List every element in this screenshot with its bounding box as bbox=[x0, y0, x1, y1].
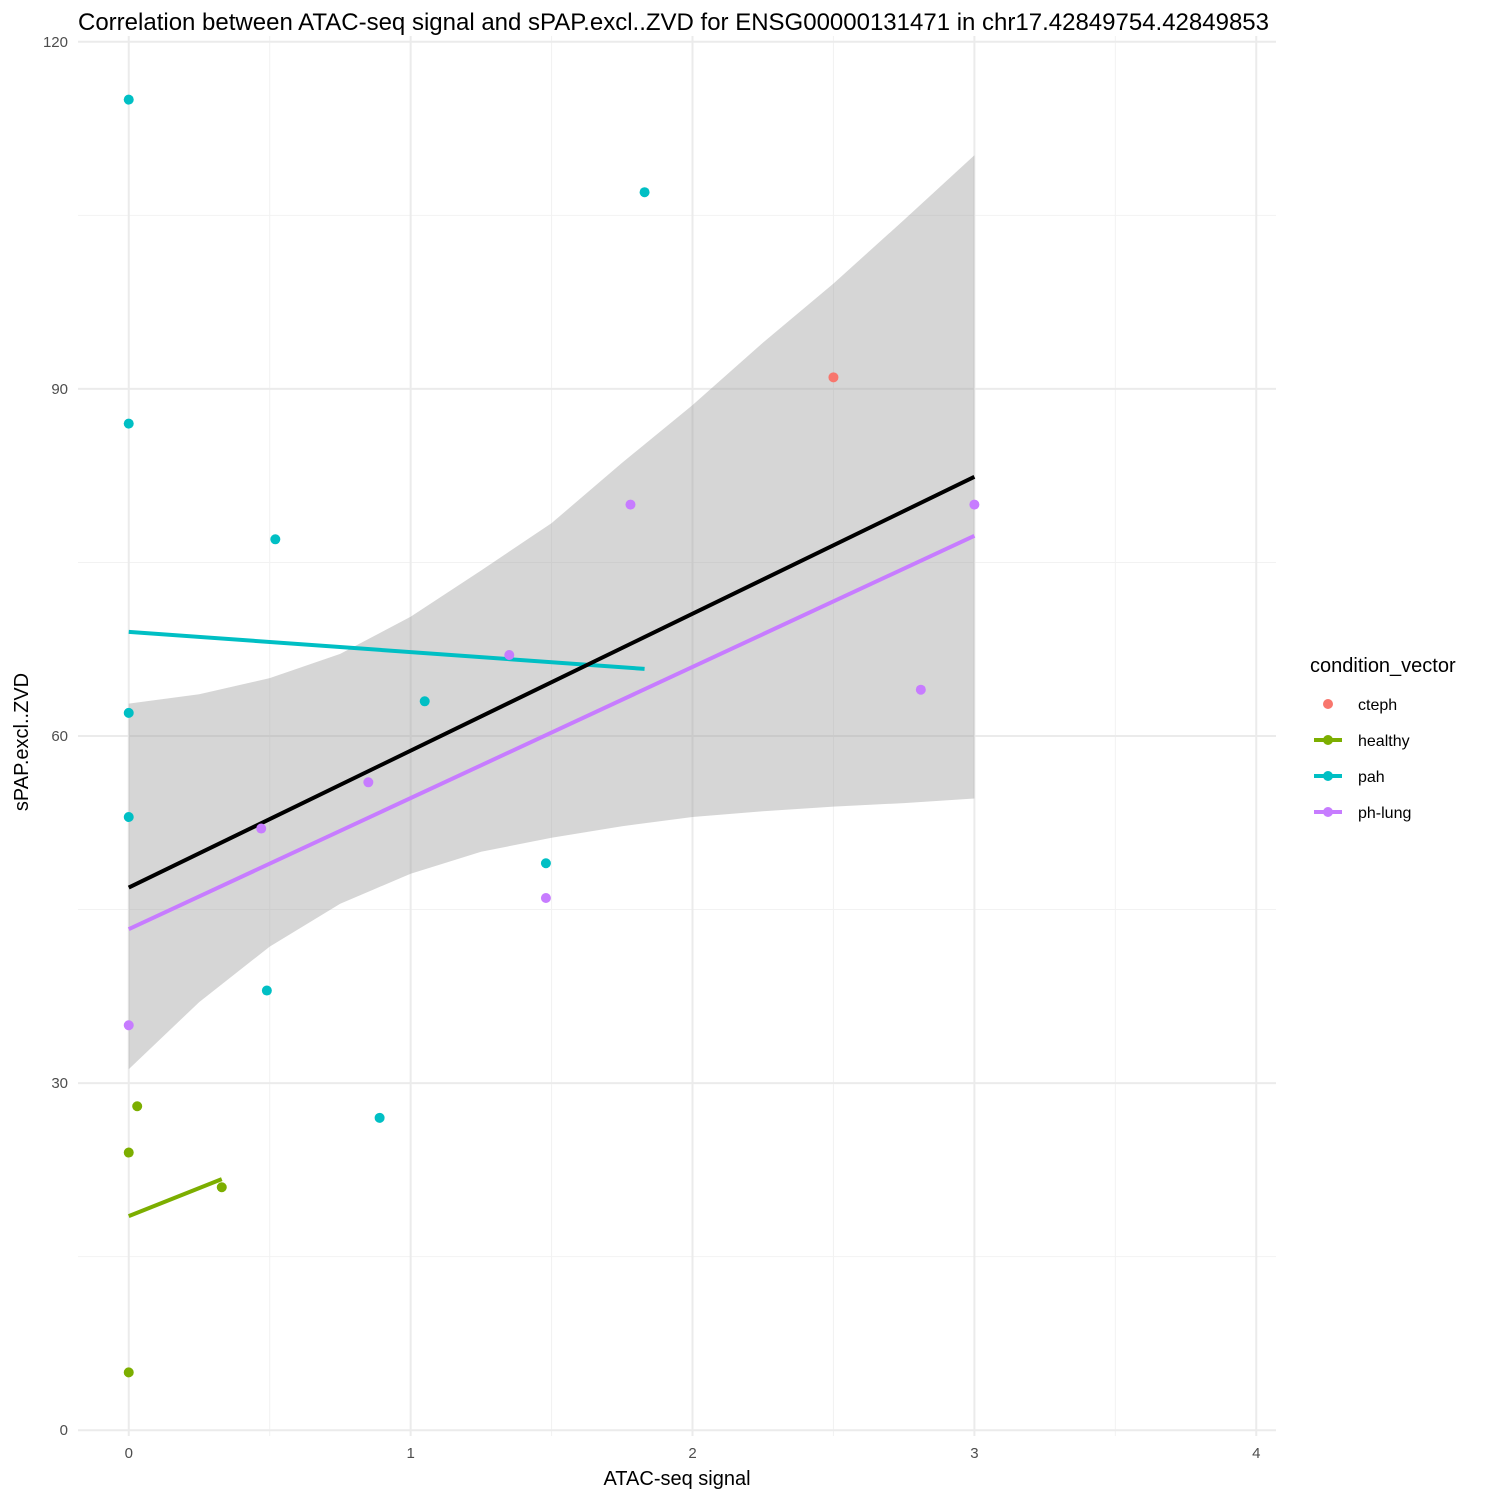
legend-title: condition_vector bbox=[1310, 655, 1456, 677]
point-ph-lung bbox=[540, 892, 551, 903]
chart-title: Correlation between ATAC-seq signal and … bbox=[78, 9, 1269, 36]
legend-key-cteph bbox=[1323, 699, 1333, 709]
fit-line-overall bbox=[127, 475, 976, 890]
data-points bbox=[123, 94, 980, 1378]
y-axis-label: sPAP.excl..ZVD bbox=[11, 673, 33, 811]
point-pah bbox=[419, 696, 430, 707]
point-pah bbox=[123, 707, 134, 718]
y-tick-label: 60 bbox=[51, 728, 68, 745]
grid-lines bbox=[78, 36, 1276, 1436]
point-ph-lung bbox=[504, 650, 515, 661]
point-ph-lung bbox=[256, 823, 267, 834]
fit-line-pah bbox=[128, 629, 645, 671]
legend-key-pah bbox=[1323, 771, 1333, 781]
legend-item-cteph: cteph bbox=[1323, 697, 1397, 714]
legend-label-pah: pah bbox=[1358, 769, 1385, 786]
x-axis-ticks: 0 1 2 3 4 bbox=[125, 1445, 1261, 1462]
point-cteph bbox=[828, 372, 839, 383]
y-tick-label: 120 bbox=[43, 34, 68, 51]
point-ph-lung bbox=[363, 777, 374, 788]
point-healthy bbox=[216, 1182, 227, 1193]
y-tick-label: 30 bbox=[51, 1075, 68, 1092]
legend-item-ph-lung: ph-lung bbox=[1314, 805, 1411, 822]
fit-line-ph-lung bbox=[127, 534, 976, 932]
point-ph-lung bbox=[969, 499, 980, 510]
y-axis-ticks: 0 30 60 90 120 bbox=[43, 34, 68, 1439]
legend-label-ph-lung: ph-lung bbox=[1358, 805, 1411, 822]
legend-item-pah: pah bbox=[1314, 769, 1385, 786]
fit-lines bbox=[127, 475, 976, 1219]
point-healthy bbox=[132, 1101, 143, 1112]
legend: condition_vector cteph healthy pah ph-lung bbox=[1310, 655, 1456, 822]
point-pah bbox=[123, 418, 134, 429]
point-pah bbox=[374, 1112, 385, 1123]
x-tick-label: 2 bbox=[688, 1445, 696, 1462]
legend-key-healthy bbox=[1323, 735, 1333, 745]
point-pah bbox=[270, 534, 281, 545]
point-healthy bbox=[123, 1147, 134, 1158]
x-tick-label: 3 bbox=[970, 1445, 978, 1462]
x-tick-label: 1 bbox=[406, 1445, 414, 1462]
y-tick-label: 90 bbox=[51, 381, 68, 398]
point-pah bbox=[639, 187, 650, 198]
confidence-band bbox=[128, 155, 975, 1070]
point-ph-lung bbox=[915, 684, 926, 695]
x-tick-label: 4 bbox=[1252, 1445, 1260, 1462]
point-pah bbox=[540, 858, 551, 869]
point-healthy bbox=[123, 1367, 134, 1378]
point-ph-lung bbox=[123, 1020, 134, 1031]
point-pah bbox=[123, 94, 134, 105]
legend-label-healthy: healthy bbox=[1358, 733, 1410, 750]
legend-items: cteph healthy pah ph-lung bbox=[1314, 697, 1411, 822]
point-ph-lung bbox=[625, 499, 636, 510]
fit-line-healthy bbox=[127, 1177, 223, 1219]
x-tick-label: 0 bbox=[125, 1445, 133, 1462]
legend-item-healthy: healthy bbox=[1314, 733, 1410, 750]
point-pah bbox=[123, 811, 134, 822]
ci-band-area bbox=[128, 155, 975, 1070]
legend-label-cteph: cteph bbox=[1358, 697, 1397, 714]
point-pah bbox=[261, 985, 272, 996]
y-tick-label: 0 bbox=[60, 1422, 68, 1439]
legend-key-ph-lung bbox=[1323, 807, 1333, 817]
x-axis-label: ATAC-seq signal bbox=[603, 1468, 750, 1490]
